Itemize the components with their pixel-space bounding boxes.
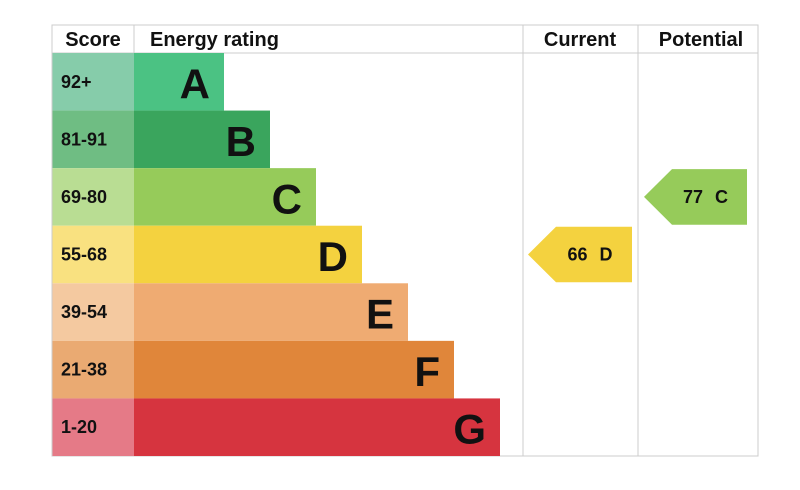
current-score: 66 — [567, 245, 587, 265]
rating-bar — [134, 225, 362, 284]
rating-letter: A — [180, 60, 210, 107]
current-arrow — [528, 226, 632, 283]
score-cell — [52, 340, 134, 399]
score-range: 21-38 — [61, 360, 107, 380]
rating-bar — [134, 340, 454, 399]
rating-letter: D — [318, 233, 348, 280]
rating-bar — [134, 398, 500, 456]
current-label: 66 D — [567, 245, 612, 265]
score-range: 92+ — [61, 72, 92, 92]
score-cell — [52, 283, 134, 341]
score-range: 1-20 — [61, 417, 97, 437]
score-range: 55-68 — [61, 245, 107, 265]
rating-bar — [134, 53, 224, 111]
rating-bar — [134, 168, 316, 226]
rating-bar — [134, 283, 408, 341]
score-range: 81-91 — [61, 129, 107, 149]
potential-arrow — [644, 169, 747, 225]
header-score: Score — [65, 29, 121, 51]
potential-label: 77 C — [683, 187, 728, 207]
potential-letter: C — [715, 187, 728, 207]
score-range: 39-54 — [61, 302, 107, 322]
score-cell — [52, 398, 134, 456]
score-cell — [52, 53, 134, 111]
rating-letter: F — [414, 348, 440, 395]
score-cell — [52, 168, 134, 226]
current-letter: D — [600, 245, 613, 265]
rating-letter: G — [453, 406, 486, 453]
header-potential: Potential — [659, 29, 743, 51]
score-cell — [52, 110, 134, 169]
potential-score: 77 — [683, 187, 703, 207]
rating-bar — [134, 110, 270, 169]
rating-letter: E — [366, 291, 394, 338]
score-cell — [52, 225, 134, 284]
header-rating: Energy rating — [150, 29, 279, 51]
rating-letter: C — [272, 175, 302, 222]
rating-letter: B — [226, 118, 256, 165]
header-current: Current — [544, 29, 617, 51]
score-range: 69-80 — [61, 187, 107, 207]
